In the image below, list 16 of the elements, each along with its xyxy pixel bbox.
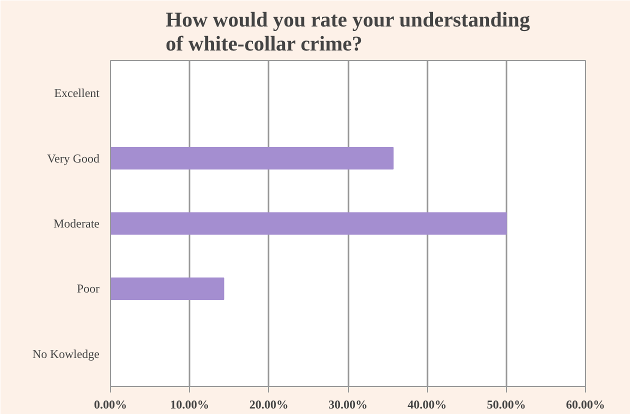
bar [110,147,394,170]
bar [110,277,224,300]
x-tick-label: 40.00% [408,398,447,412]
y-tick-label: Moderate [54,216,100,230]
x-tick-label: 0.00% [94,398,127,412]
x-tick-label: 10.00% [170,398,210,412]
x-tick-label: 30.00% [328,398,368,412]
y-tick-label: Very Good [47,151,100,166]
y-tick-label: Poor [76,282,100,296]
y-tick-label: Excellent [54,86,100,100]
chart-title: How would you rate your understanding of white-collar crime? [166,8,530,56]
x-tick-label: 20.00% [249,398,288,412]
x-tick-label: 50.00% [486,398,526,412]
y-tick-label: No Kowledge [32,346,100,361]
x-tick-label: 60.00% [566,398,605,412]
bar [110,212,507,235]
